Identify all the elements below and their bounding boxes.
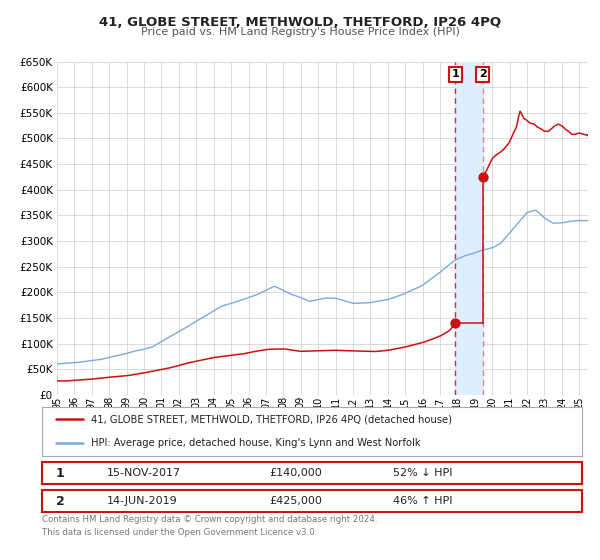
Text: 15-NOV-2017: 15-NOV-2017	[107, 468, 181, 478]
Text: £140,000: £140,000	[269, 468, 322, 478]
Text: 1: 1	[56, 466, 64, 480]
Text: HPI: Average price, detached house, King's Lynn and West Norfolk: HPI: Average price, detached house, King…	[91, 437, 420, 447]
Text: 41, GLOBE STREET, METHWOLD, THETFORD, IP26 4PQ: 41, GLOBE STREET, METHWOLD, THETFORD, IP…	[99, 16, 501, 29]
Point	[451, 319, 460, 328]
Point	[478, 172, 487, 181]
Text: 2: 2	[479, 69, 487, 80]
Text: 14-JUN-2019: 14-JUN-2019	[107, 496, 178, 506]
Text: Contains HM Land Registry data © Crown copyright and database right 2024.: Contains HM Land Registry data © Crown c…	[42, 515, 377, 524]
Text: 2: 2	[56, 494, 64, 508]
Text: £425,000: £425,000	[269, 496, 322, 506]
Text: 46% ↑ HPI: 46% ↑ HPI	[393, 496, 452, 506]
Text: 1: 1	[451, 69, 459, 80]
Text: This data is licensed under the Open Government Licence v3.0.: This data is licensed under the Open Gov…	[42, 528, 317, 536]
Text: 52% ↓ HPI: 52% ↓ HPI	[393, 468, 452, 478]
Bar	[455, 62, 482, 395]
Text: Price paid vs. HM Land Registry's House Price Index (HPI): Price paid vs. HM Land Registry's House …	[140, 27, 460, 37]
Text: 41, GLOBE STREET, METHWOLD, THETFORD, IP26 4PQ (detached house): 41, GLOBE STREET, METHWOLD, THETFORD, IP…	[91, 414, 452, 424]
